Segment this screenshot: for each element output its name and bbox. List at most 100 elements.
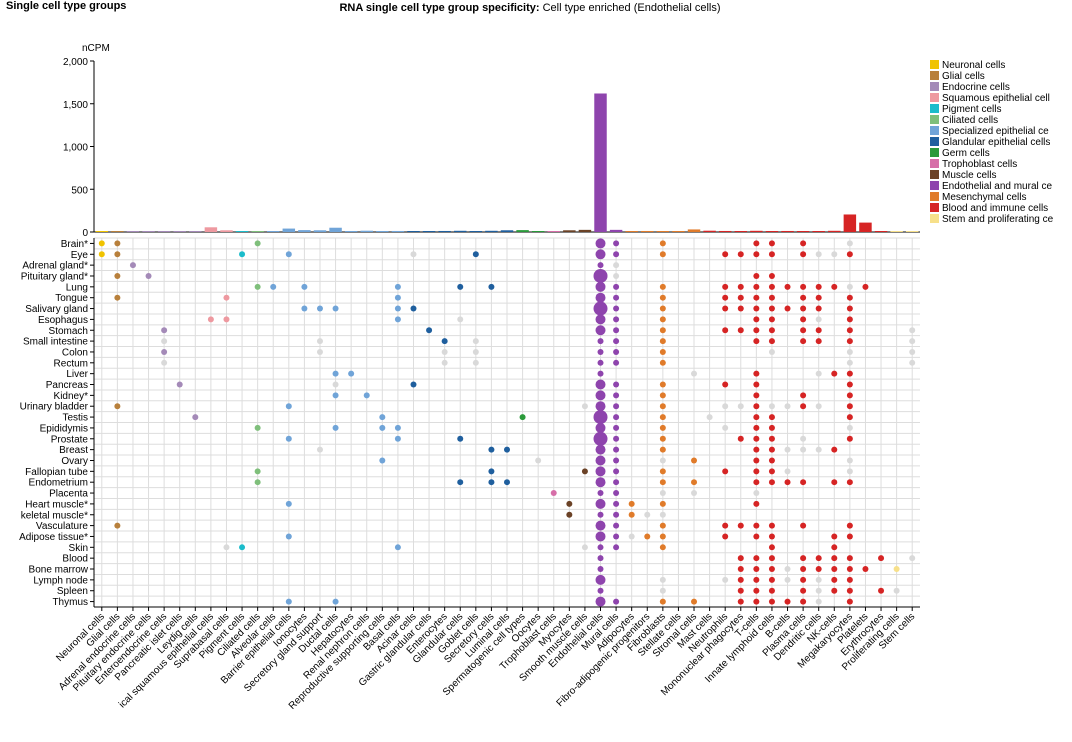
dot bbox=[753, 555, 760, 562]
dot bbox=[301, 283, 308, 290]
dot bbox=[316, 338, 323, 345]
dot bbox=[457, 479, 464, 486]
bar bbox=[220, 230, 233, 232]
dot bbox=[595, 379, 606, 390]
dot bbox=[613, 544, 620, 551]
dot bbox=[595, 455, 606, 466]
dot bbox=[254, 240, 261, 247]
dot bbox=[800, 522, 807, 529]
legend-label: Neuronal cells bbox=[942, 60, 1005, 71]
dot bbox=[613, 522, 620, 529]
dot bbox=[768, 272, 775, 279]
dot bbox=[597, 566, 604, 573]
row-label: Stomach bbox=[49, 326, 88, 337]
dot bbox=[831, 544, 838, 551]
dot bbox=[613, 511, 620, 518]
dot bbox=[846, 533, 853, 540]
dot bbox=[644, 533, 651, 540]
dot bbox=[659, 446, 666, 453]
row-label: Testis bbox=[62, 413, 88, 424]
dot bbox=[441, 348, 448, 355]
legend-label: Ciliated cells bbox=[942, 115, 998, 126]
dot bbox=[472, 338, 479, 345]
dot bbox=[753, 522, 760, 529]
y-tick-label: 500 bbox=[71, 185, 88, 196]
dot bbox=[595, 574, 606, 585]
dot bbox=[613, 403, 620, 410]
dot bbox=[831, 555, 838, 562]
dot bbox=[659, 316, 666, 323]
dot bbox=[254, 424, 261, 431]
dot bbox=[239, 251, 246, 258]
dot bbox=[753, 251, 760, 258]
dot bbox=[753, 500, 760, 507]
dot bbox=[659, 338, 666, 345]
dot bbox=[753, 338, 760, 345]
dot bbox=[800, 327, 807, 334]
dot bbox=[815, 316, 822, 323]
dot bbox=[595, 466, 606, 477]
dot bbox=[753, 533, 760, 540]
dot bbox=[613, 533, 620, 540]
dot bbox=[613, 251, 620, 258]
dot bbox=[613, 424, 620, 431]
row-label: Thymus bbox=[52, 597, 88, 608]
bar bbox=[578, 229, 592, 232]
dot bbox=[332, 305, 339, 312]
dot bbox=[691, 598, 698, 605]
dot bbox=[815, 446, 822, 453]
bar bbox=[111, 231, 124, 232]
bar bbox=[344, 231, 358, 232]
dot bbox=[846, 566, 853, 573]
dot bbox=[784, 598, 791, 605]
dot bbox=[753, 576, 760, 583]
legend-swatch bbox=[930, 170, 939, 179]
bar bbox=[298, 230, 311, 232]
dot bbox=[223, 294, 230, 301]
dot bbox=[815, 338, 822, 345]
dot bbox=[410, 305, 417, 312]
dot bbox=[659, 511, 666, 518]
dot bbox=[301, 305, 308, 312]
dot bbox=[815, 587, 822, 594]
dot bbox=[239, 544, 246, 551]
bar bbox=[609, 229, 623, 232]
dot bbox=[192, 414, 199, 421]
dot bbox=[659, 598, 666, 605]
legend-swatch bbox=[930, 181, 939, 190]
dot bbox=[394, 435, 401, 442]
dot bbox=[722, 251, 729, 258]
dot bbox=[597, 370, 604, 377]
dot bbox=[659, 251, 666, 258]
legend-swatch bbox=[930, 148, 939, 157]
dot bbox=[161, 338, 168, 345]
dot bbox=[768, 414, 775, 421]
dot bbox=[722, 424, 729, 431]
dot bbox=[753, 566, 760, 573]
dot bbox=[161, 359, 168, 366]
row-label: Eye bbox=[71, 250, 89, 261]
dot bbox=[862, 566, 869, 573]
dot bbox=[394, 294, 401, 301]
dot bbox=[332, 392, 339, 399]
dot bbox=[595, 281, 606, 292]
legend-label: Glandular epithelial cells bbox=[942, 137, 1050, 148]
dot bbox=[846, 555, 853, 562]
dot bbox=[597, 511, 604, 518]
dot bbox=[753, 316, 760, 323]
dot bbox=[659, 522, 666, 529]
dot bbox=[316, 446, 323, 453]
bar bbox=[282, 228, 296, 232]
bar bbox=[563, 230, 576, 232]
dot bbox=[613, 457, 620, 464]
dot bbox=[722, 381, 729, 388]
bar-chart: nCPM 0 500 1,000 1,500 2,000 bbox=[63, 43, 920, 239]
dot bbox=[737, 566, 744, 573]
dot bbox=[613, 327, 620, 334]
dot bbox=[815, 370, 822, 377]
row-label: Adipose tissue* bbox=[19, 532, 88, 543]
dot bbox=[597, 587, 604, 594]
dot bbox=[285, 403, 292, 410]
dot bbox=[784, 468, 791, 475]
